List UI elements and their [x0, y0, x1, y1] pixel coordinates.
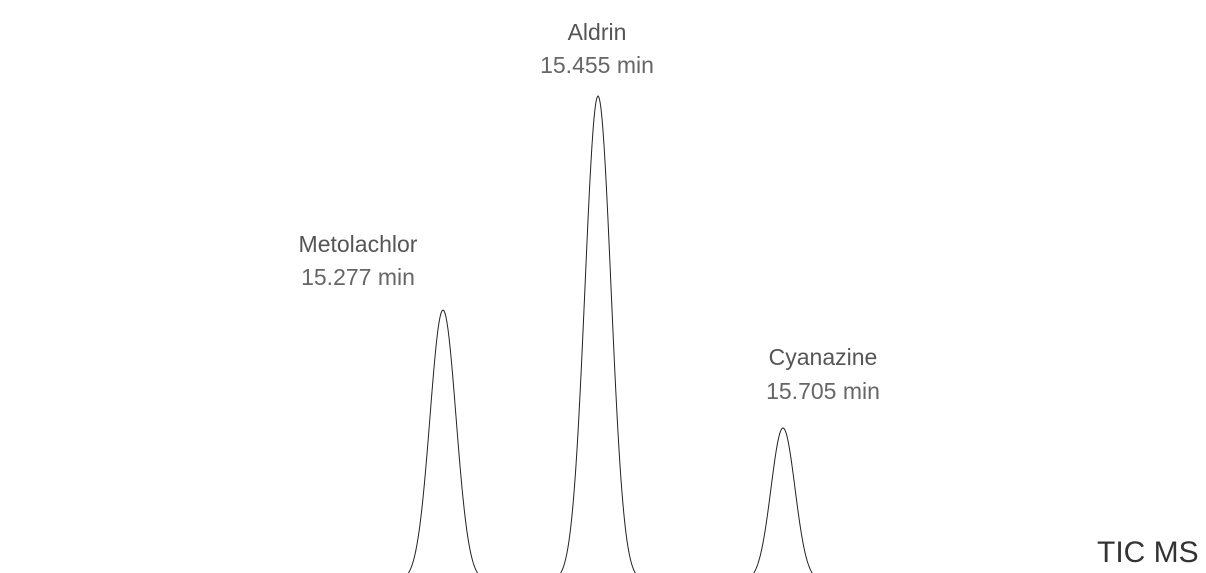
- peak-name: Aldrin: [568, 19, 627, 45]
- peak: [753, 427, 813, 573]
- peak-time: 15.277 min: [301, 264, 415, 290]
- peak-name: Cyanazine: [769, 344, 878, 370]
- peak-time: 15.705 min: [766, 378, 880, 404]
- peak: [560, 95, 636, 573]
- peak: [407, 309, 479, 573]
- peak-name: Metolachlor: [299, 231, 418, 257]
- peak-time: 15.455 min: [540, 52, 654, 78]
- trace-label: TIC MS: [1097, 536, 1199, 569]
